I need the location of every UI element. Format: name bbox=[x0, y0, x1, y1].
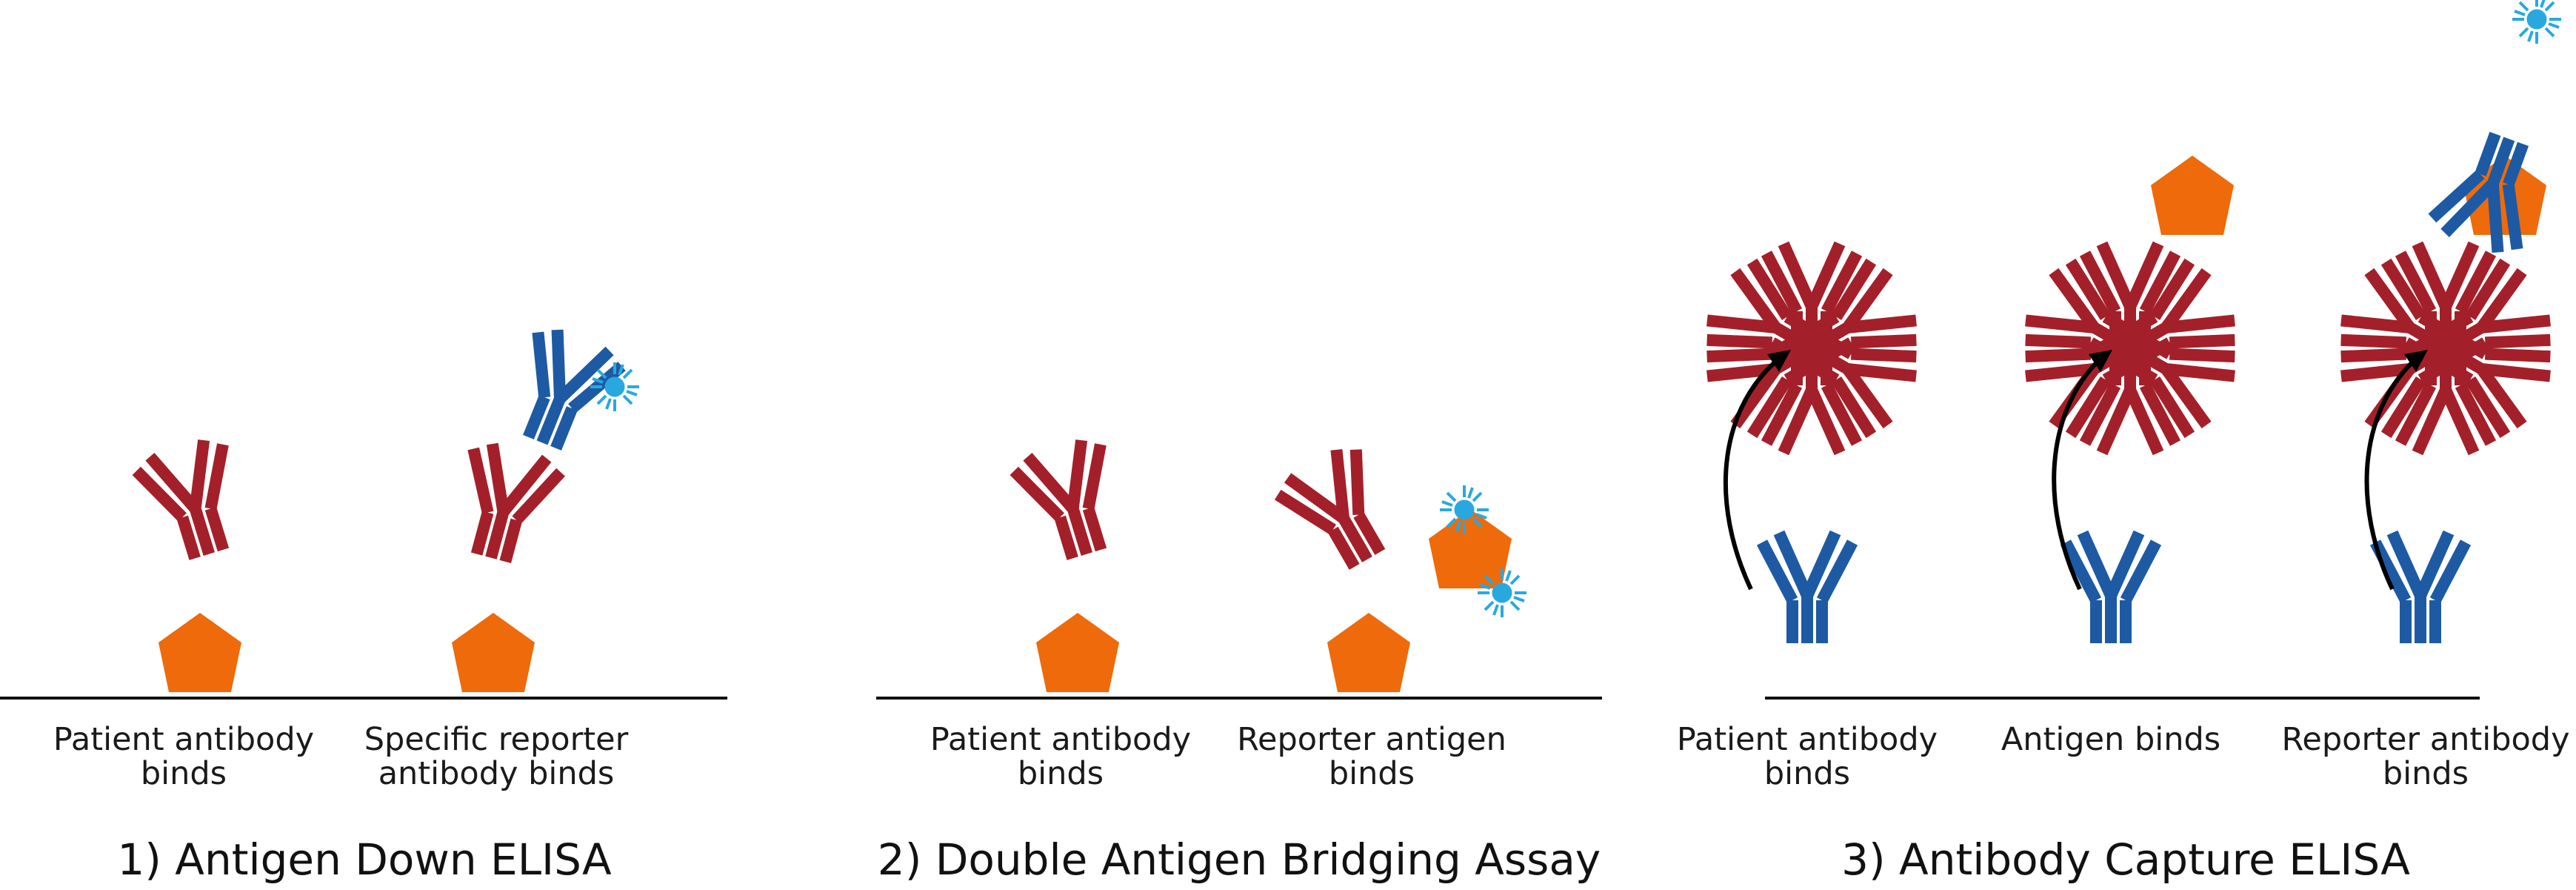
step-captions: Patient antibody binds Specific reporter… bbox=[53, 721, 2570, 792]
capture-antibody-shape bbox=[1762, 533, 1852, 643]
caption-line: Reporter antigen bbox=[1237, 721, 1506, 758]
surface-line-panel-1 bbox=[0, 697, 727, 700]
binding-arrow bbox=[1723, 361, 1776, 591]
caption-line: Specific reporter bbox=[364, 721, 629, 758]
caption-line: Patient antibody bbox=[53, 721, 314, 758]
arrow-head bbox=[1767, 350, 1791, 372]
panel-1-illustration bbox=[133, 323, 641, 692]
reporter-antigen-shape bbox=[1429, 509, 1512, 588]
caption-line: binds bbox=[1764, 755, 1850, 792]
caption-line: Reporter antibody bbox=[2281, 721, 2569, 758]
capture-antibody-shape bbox=[2375, 533, 2466, 643]
caption-line: Antigen binds bbox=[2001, 721, 2220, 758]
panel-titles: 1) Antigen Down ELISA 2) Double Antigen … bbox=[117, 834, 2410, 885]
patient-antibody-shape bbox=[133, 435, 252, 567]
binding-arrow bbox=[2364, 361, 2414, 591]
caption-line: binds bbox=[2383, 755, 2469, 792]
capture-step-3 bbox=[2332, 0, 2561, 643]
antigen-shape bbox=[2151, 156, 2234, 235]
antigen-shape bbox=[452, 613, 535, 692]
panel-2-illustration bbox=[1011, 435, 1528, 692]
patient-antibody-cluster bbox=[2017, 244, 2243, 453]
panel-title: 2) Double Antigen Bridging Assay bbox=[878, 834, 1601, 885]
caption-line: binds bbox=[141, 755, 227, 792]
patient-antibody-shape bbox=[447, 439, 563, 569]
antigen-shape bbox=[1036, 613, 1119, 692]
surface-lines bbox=[0, 697, 2480, 700]
caption-line: binds bbox=[1018, 755, 1104, 792]
binding-arrow bbox=[2052, 361, 2098, 591]
patient-antibody-shape bbox=[1011, 435, 1129, 567]
antigen-shape bbox=[1327, 613, 1410, 692]
panel-title: 3) Antibody Capture ELISA bbox=[1841, 834, 2410, 885]
panel-3-illustration bbox=[1698, 0, 2561, 643]
arrow-head bbox=[2089, 350, 2112, 372]
capture-step-1 bbox=[1698, 244, 1924, 643]
caption-line: Patient antibody bbox=[930, 721, 1191, 758]
patient-antibody-cluster bbox=[1698, 244, 1924, 453]
capture-step-2 bbox=[2017, 156, 2243, 643]
antigen-shape bbox=[159, 613, 241, 692]
panel-title: 1) Antigen Down ELISA bbox=[117, 834, 612, 885]
caption-line: Patient antibody bbox=[1677, 721, 1938, 758]
patient-antibody-shape bbox=[1273, 441, 1407, 582]
caption-line: antibody binds bbox=[378, 755, 615, 792]
patient-antibody-cluster bbox=[2332, 244, 2558, 453]
reporter-label-shape bbox=[2511, 0, 2563, 45]
surface-line-panel-2 bbox=[876, 697, 1602, 700]
caption-line: binds bbox=[1329, 755, 1415, 792]
arrow-head bbox=[2404, 350, 2428, 372]
surface-line-panel-3 bbox=[1765, 697, 2480, 700]
